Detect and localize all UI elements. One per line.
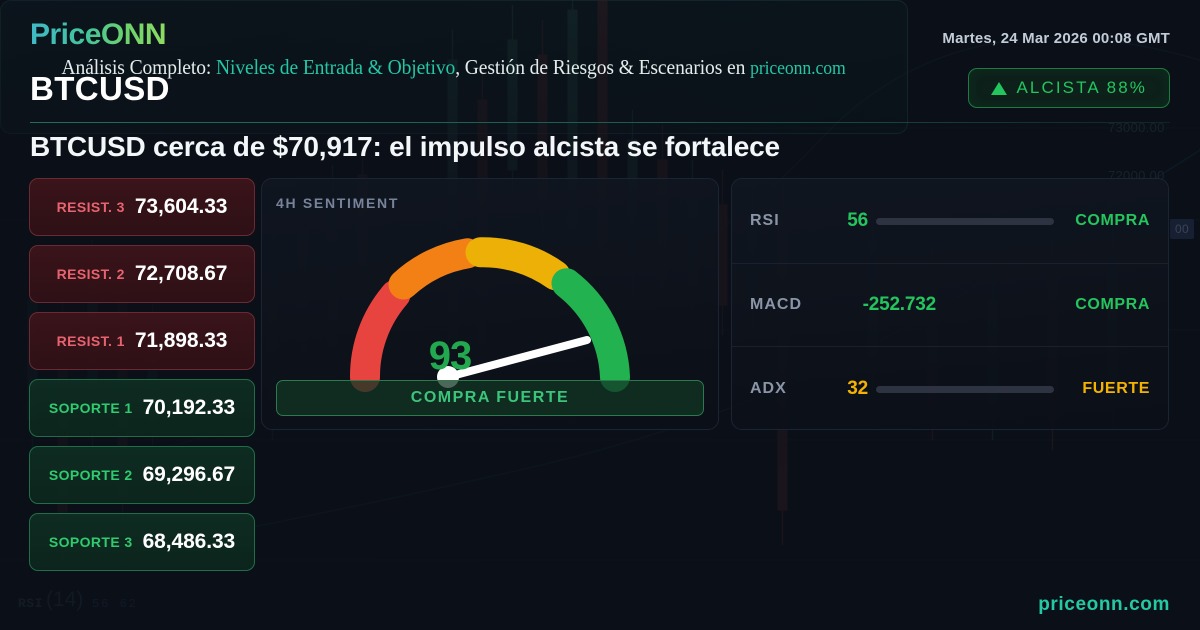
cta-text: Análisis Completo: Niveles de Entrada & … <box>62 55 846 80</box>
indicator-bar-track <box>944 302 1054 309</box>
indicator-value: 56 <box>847 210 868 231</box>
level-value: 71,898.33 <box>134 329 228 352</box>
level-label: RESIST. 2 <box>56 266 125 282</box>
indicator-row-adx: ADX 32 FUERTE <box>732 347 1168 431</box>
cta-middle: , Gestión de Riesgos & Escenarios en <box>455 54 751 79</box>
indicator-bar-track <box>876 217 1054 225</box>
price-axis-tag: 00 <box>1170 219 1194 239</box>
indicator-value: -252.732 <box>862 294 937 315</box>
cta-domain[interactable]: priceonn.com <box>750 57 847 79</box>
indicator-value: 32 <box>847 378 868 399</box>
gauge-signal-label: COMPRA FUERTE <box>410 389 570 406</box>
level-value: 73,604.33 <box>134 195 228 218</box>
footer-watermark: priceonn.com <box>1038 594 1170 615</box>
timestamp: Martes, 24 Mar 2026 00:08 GMT <box>942 30 1170 47</box>
level-card-resist-1: RESIST. 3 73,604.33 <box>29 178 255 236</box>
rsi-watermark-label: RSI <box>18 596 43 611</box>
gauge-score-value: 93 <box>428 334 473 378</box>
level-value: 70,192.33 <box>142 396 236 419</box>
level-label: SOPORTE 3 <box>48 534 133 550</box>
indicator-signal: COMPRA <box>1075 212 1150 229</box>
level-card-support-4: SOPORTE 1 70,192.33 <box>29 379 255 437</box>
indicator-name: RSI <box>750 212 780 229</box>
header-divider <box>30 122 1170 123</box>
indicator-row-macd: MACD -252.732 COMPRA <box>732 263 1168 347</box>
indicator-name: MACD <box>750 296 802 313</box>
gauge-panel-title: 4H SENTIMENT <box>276 195 400 211</box>
sentiment-gauge-panel: 4H SENTIMENT 93 COMPRA FUERTE <box>261 178 719 430</box>
level-label: RESIST. 1 <box>56 333 125 349</box>
level-value: 72,708.67 <box>134 262 228 285</box>
trend-badge-label: ALCISTA 88% <box>1016 78 1147 97</box>
rsi-watermark-period: (14) <box>46 588 84 611</box>
header: PriceONN BTCUSD Martes, 24 Mar 2026 00:0… <box>0 0 1200 126</box>
gauge-graphic <box>262 217 718 397</box>
indicator-row-rsi: RSI 56 COMPRA <box>732 179 1168 263</box>
brand-logo: PriceONN <box>30 18 167 51</box>
gauge-signal-button[interactable]: COMPRA FUERTE <box>276 380 704 416</box>
level-card-support-5: SOPORTE 2 69,296.67 <box>29 446 255 504</box>
level-card-support-6: SOPORTE 3 68,486.33 <box>29 513 255 571</box>
levels-list: RESIST. 3 73,604.33 RESIST. 2 72,708.67 RESI… <box>29 178 255 571</box>
level-label: SOPORTE 2 <box>48 467 133 483</box>
level-value: 69,296.67 <box>142 463 236 486</box>
level-label: RESIST. 3 <box>56 199 125 215</box>
rsi-watermark-values: 56 62 <box>92 597 139 611</box>
gauge-svg <box>349 237 630 392</box>
up-triangle-icon <box>991 81 1008 95</box>
cta-link[interactable]: Niveles de Entrada & Objetivo <box>216 54 456 79</box>
headline: BTCUSD cerca de $70,917: el impulso alci… <box>30 131 780 162</box>
level-card-resist-3: RESIST. 1 71,898.33 <box>29 312 255 370</box>
trend-badge: ALCISTA 88% <box>968 68 1170 108</box>
indicator-name: ADX <box>750 380 787 397</box>
indicator-bar-track <box>876 385 1054 393</box>
level-label: SOPORTE 1 <box>48 400 133 416</box>
indicator-signal: FUERTE <box>1082 380 1150 397</box>
cta-prefix: Análisis Completo: <box>61 54 217 79</box>
ticker-symbol: BTCUSD <box>30 70 170 107</box>
indicators-panel: RSI 56 COMPRA MACD -252.732 COMPRA ADX 32 FUERTE <box>731 178 1169 430</box>
indicator-signal: COMPRA <box>1075 296 1150 313</box>
level-value: 68,486.33 <box>142 530 236 553</box>
level-card-resist-2: RESIST. 2 72,708.67 <box>29 245 255 303</box>
